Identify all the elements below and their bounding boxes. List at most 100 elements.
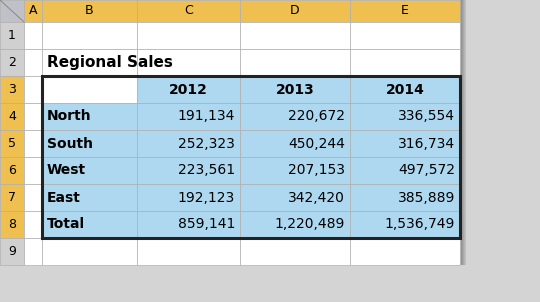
Bar — [350, 130, 460, 157]
Text: 220,672: 220,672 — [288, 110, 345, 124]
Bar — [24, 76, 42, 103]
Text: 1,536,749: 1,536,749 — [384, 217, 455, 232]
Bar — [137, 49, 240, 76]
Bar — [350, 184, 460, 211]
Bar — [24, 238, 42, 265]
Bar — [0, 0, 24, 22]
Bar — [0, 22, 24, 49]
Text: 450,244: 450,244 — [288, 137, 345, 150]
Bar — [137, 130, 240, 157]
Text: 252,323: 252,323 — [178, 137, 235, 150]
Bar — [240, 184, 350, 211]
Bar — [0, 76, 24, 103]
Text: 9: 9 — [8, 245, 16, 258]
Bar — [240, 0, 350, 22]
Bar — [462, 0, 463, 265]
Bar — [0, 103, 24, 130]
Text: 6: 6 — [8, 164, 16, 177]
Bar — [240, 211, 350, 238]
Bar — [137, 184, 240, 211]
Text: 5: 5 — [8, 137, 16, 150]
Bar — [42, 211, 137, 238]
Bar — [24, 157, 42, 184]
Text: B: B — [85, 5, 94, 18]
Bar — [137, 103, 240, 130]
Text: 7: 7 — [8, 191, 16, 204]
Bar — [350, 103, 460, 130]
Bar — [24, 184, 42, 211]
Text: 4: 4 — [8, 110, 16, 123]
Bar — [42, 238, 137, 265]
Text: 316,734: 316,734 — [398, 137, 455, 150]
Bar — [24, 211, 42, 238]
Text: 2012: 2012 — [169, 82, 208, 97]
Bar — [24, 103, 42, 130]
Bar — [24, 49, 42, 76]
Bar — [350, 238, 460, 265]
Text: East: East — [47, 191, 81, 204]
Bar — [42, 0, 137, 22]
Text: 2: 2 — [8, 56, 16, 69]
Text: 1: 1 — [8, 29, 16, 42]
Text: D: D — [290, 5, 300, 18]
Bar — [137, 76, 240, 103]
Text: A: A — [29, 5, 37, 18]
Bar — [464, 0, 465, 265]
Text: 192,123: 192,123 — [178, 191, 235, 204]
Bar — [0, 238, 24, 265]
Bar — [42, 130, 137, 157]
Bar — [24, 130, 42, 157]
Bar — [42, 76, 137, 103]
Bar — [0, 157, 24, 184]
Bar — [42, 157, 137, 184]
Bar — [0, 130, 24, 157]
Bar — [350, 157, 460, 184]
Bar — [240, 76, 350, 103]
Text: 1,220,489: 1,220,489 — [275, 217, 345, 232]
Bar — [42, 49, 137, 76]
Text: 8: 8 — [8, 218, 16, 231]
Text: 342,420: 342,420 — [288, 191, 345, 204]
Bar — [137, 157, 240, 184]
Bar — [137, 0, 240, 22]
Bar — [240, 22, 350, 49]
Text: Regional Sales: Regional Sales — [47, 55, 173, 70]
Text: 2014: 2014 — [386, 82, 424, 97]
Bar — [240, 238, 350, 265]
Text: 859,141: 859,141 — [178, 217, 235, 232]
Bar — [24, 22, 42, 49]
Text: West: West — [47, 163, 86, 178]
Bar — [463, 0, 464, 265]
Bar — [42, 103, 137, 130]
Text: 191,134: 191,134 — [178, 110, 235, 124]
Bar — [0, 49, 24, 76]
Bar — [240, 130, 350, 157]
Bar — [350, 76, 460, 103]
Text: Total: Total — [47, 217, 85, 232]
Bar — [350, 22, 460, 49]
Text: 497,572: 497,572 — [398, 163, 455, 178]
Bar — [240, 103, 350, 130]
Bar — [137, 211, 240, 238]
Bar — [350, 49, 460, 76]
Bar — [465, 0, 466, 265]
Text: 207,153: 207,153 — [288, 163, 345, 178]
Bar — [350, 211, 460, 238]
Bar — [350, 0, 460, 22]
Bar — [137, 22, 240, 49]
Bar — [24, 0, 42, 22]
Bar — [460, 0, 461, 265]
Bar — [42, 76, 460, 238]
Bar — [461, 0, 462, 265]
Bar — [0, 211, 24, 238]
Text: South: South — [47, 137, 93, 150]
Text: E: E — [401, 5, 409, 18]
Text: 385,889: 385,889 — [397, 191, 455, 204]
Text: 2013: 2013 — [275, 82, 314, 97]
Text: 336,554: 336,554 — [398, 110, 455, 124]
Bar — [42, 184, 137, 211]
Text: North: North — [47, 110, 92, 124]
Bar — [240, 157, 350, 184]
Bar — [0, 184, 24, 211]
Bar — [240, 49, 350, 76]
